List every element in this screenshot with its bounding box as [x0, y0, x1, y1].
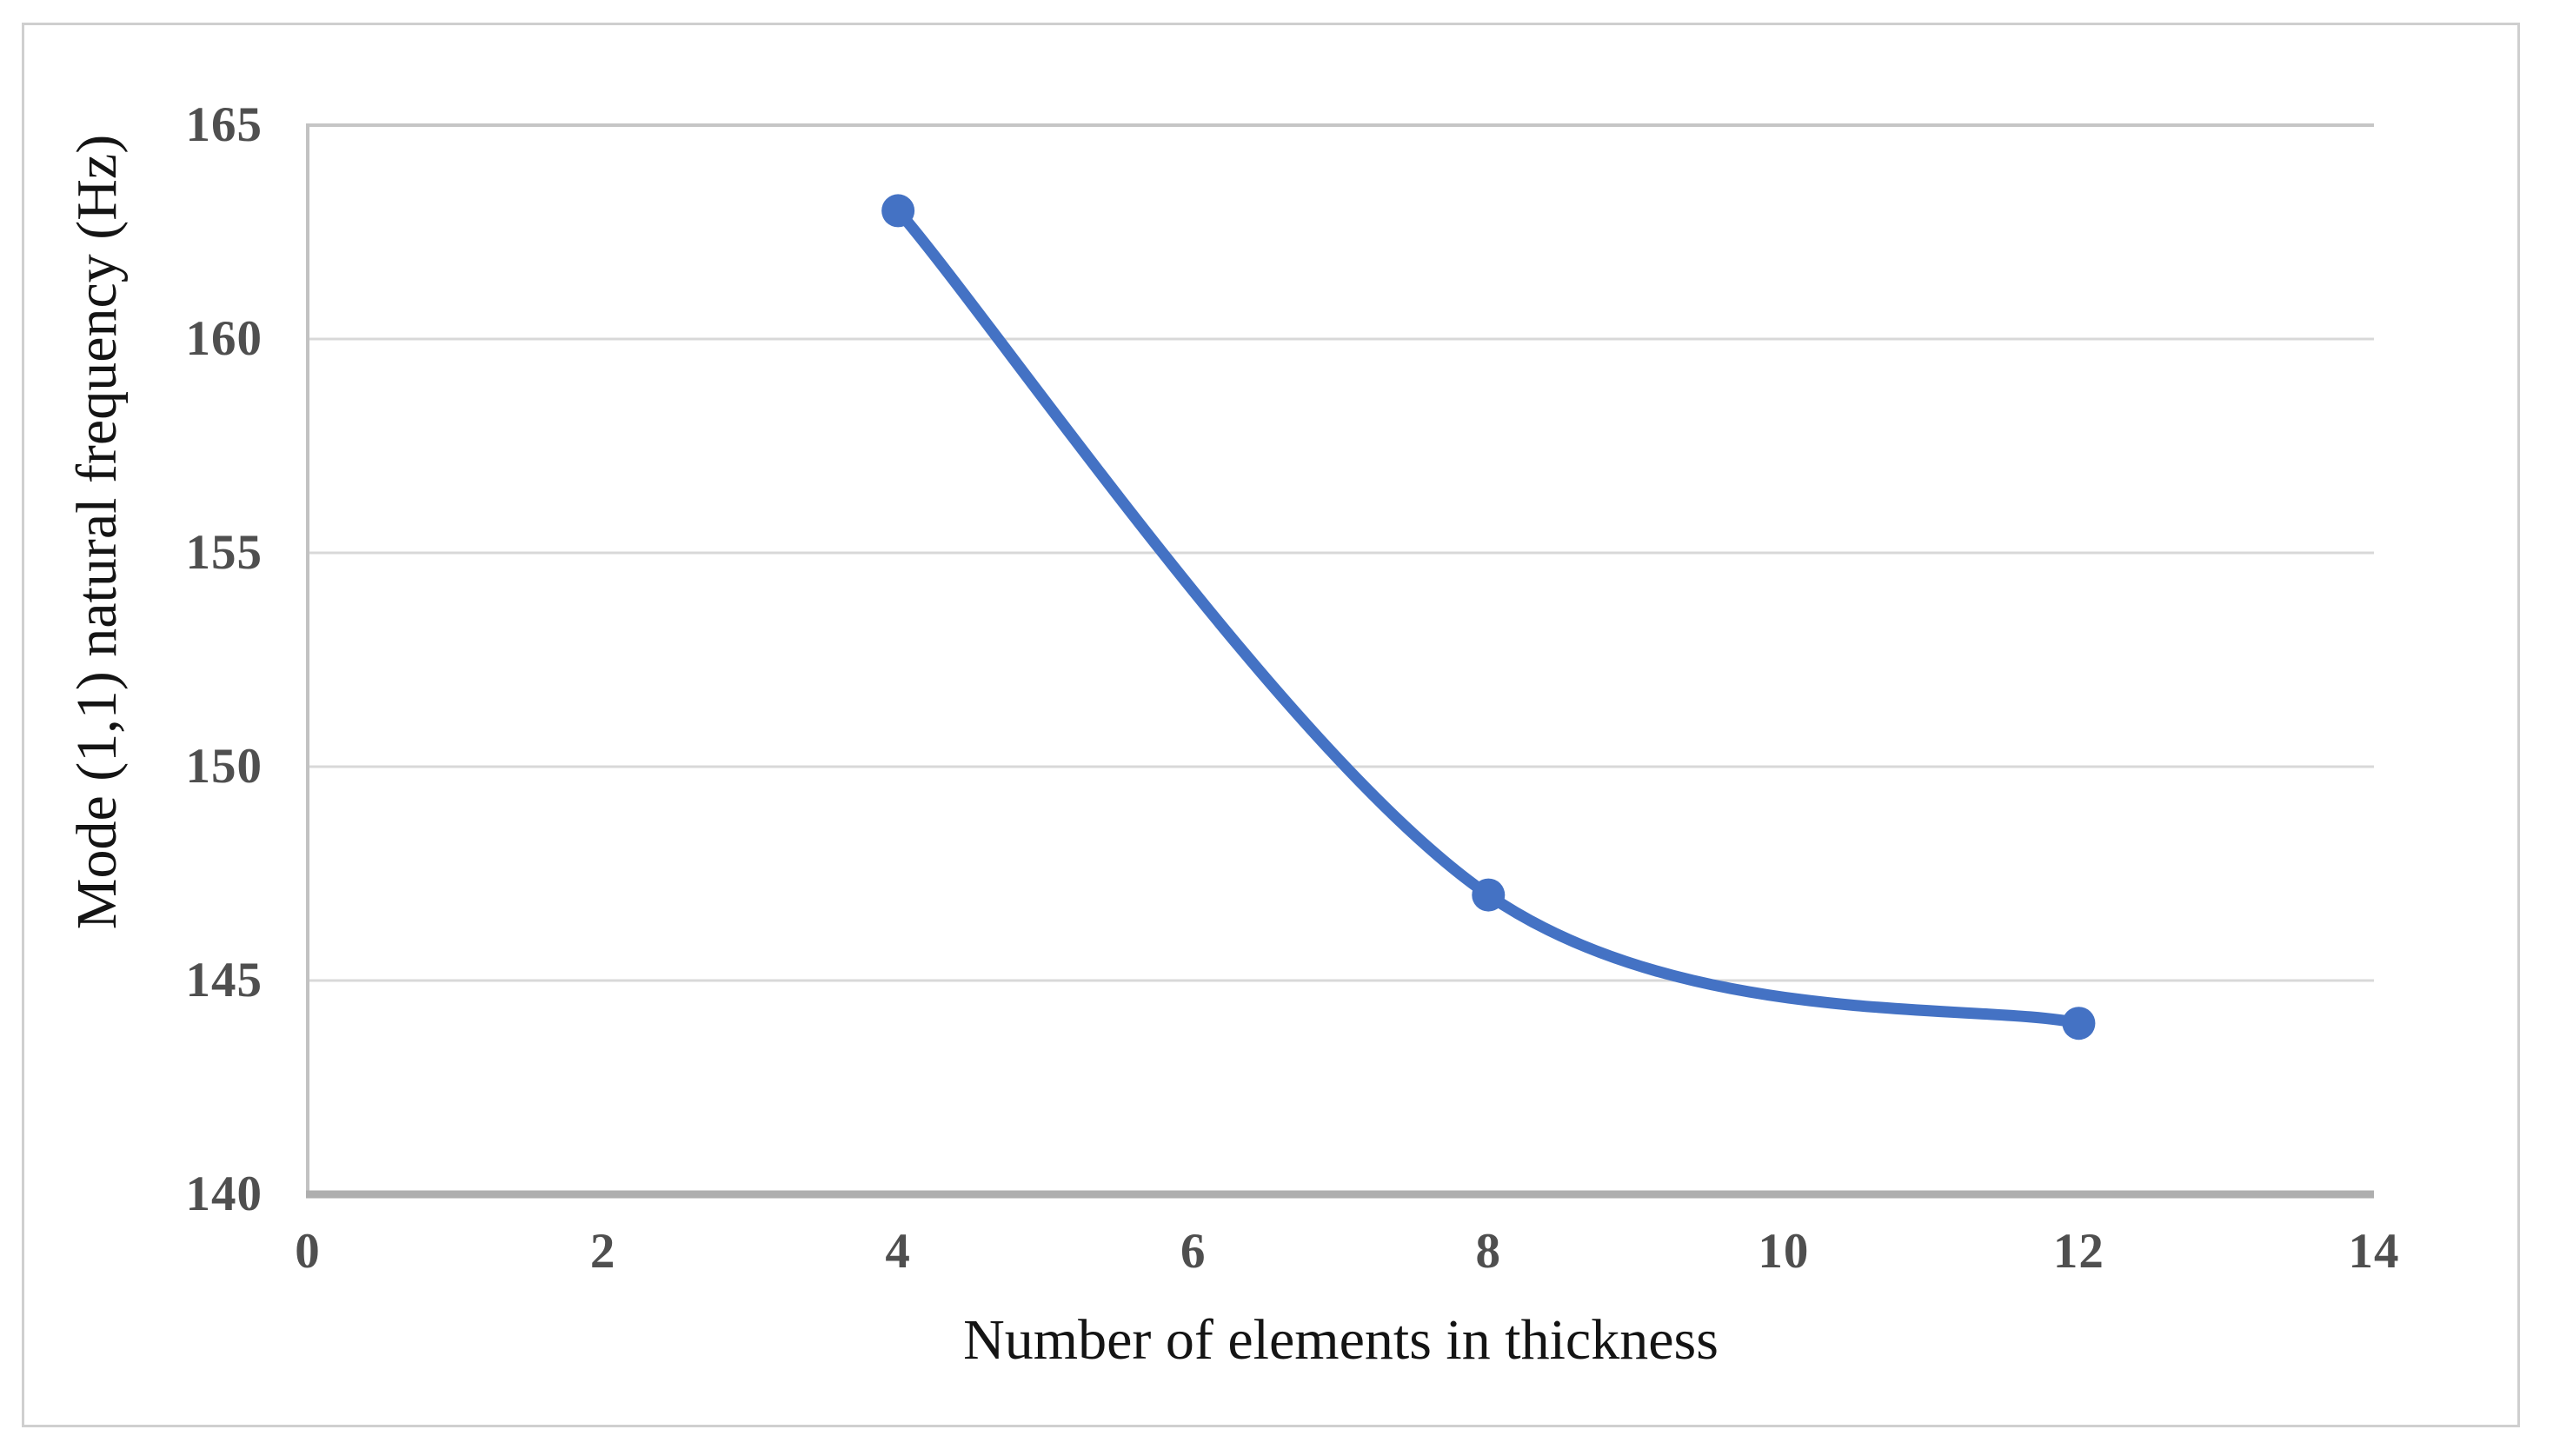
- data-point-marker: [1472, 878, 1506, 912]
- series-line: [892, 204, 2084, 1029]
- y-tick-label: 165: [185, 97, 263, 152]
- x-tick-label: 0: [295, 1224, 321, 1279]
- data-point-marker: [881, 194, 915, 228]
- y-axis-title: Mode (1,1) natural frequency (Hz): [65, 134, 129, 930]
- x-tick-label: 8: [1475, 1224, 1502, 1279]
- x-tick-label: 2: [589, 1224, 616, 1279]
- x-tick-label: 12: [2052, 1224, 2104, 1279]
- y-tick-label: 150: [185, 739, 263, 794]
- y-tick-label: 145: [185, 953, 263, 1007]
- data-point-marker: [2062, 1007, 2096, 1040]
- x-tick-label: 10: [1758, 1224, 1810, 1279]
- y-tick-label: 155: [185, 525, 263, 580]
- x-tick-label: 14: [2348, 1224, 2400, 1279]
- x-tick-label: 6: [1180, 1224, 1207, 1279]
- y-tick-label: 140: [185, 1167, 263, 1221]
- y-tick-label: 160: [185, 311, 263, 366]
- x-axis-title: Number of elements in thickness: [963, 1308, 1719, 1372]
- x-tick-label: 4: [885, 1224, 911, 1279]
